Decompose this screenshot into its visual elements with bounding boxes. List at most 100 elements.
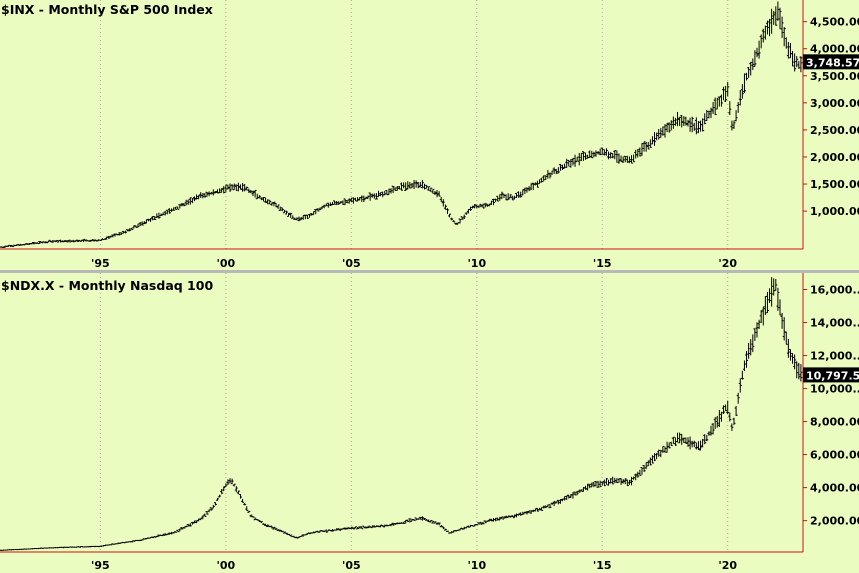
ndx-price-bar <box>797 362 801 380</box>
ndx-price-bar <box>393 523 397 525</box>
ndx-price-bar <box>366 525 370 529</box>
ndx-plot-area[interactable] <box>0 273 803 552</box>
ndx-price-bar <box>571 492 575 499</box>
sp500-price-bar <box>448 213 452 218</box>
sp500-price-bar <box>437 191 441 197</box>
ndx-chart-title: $NDX.X - Monthly Nasdaq 100 <box>1 278 213 293</box>
ndx-price-bar <box>176 529 180 533</box>
ndx-price-bar <box>533 508 537 512</box>
sp500-y-tick-label: 1,000.00 <box>810 205 859 218</box>
ndx-price-bar <box>295 536 299 539</box>
ndx-price-bar <box>711 423 715 435</box>
sp500-price-bar <box>341 200 345 205</box>
ndx-panel: 2,000.00 4,000.00 6,000.00 8,000.00 10,000..… <box>0 273 859 572</box>
ndx-price-bar <box>579 489 583 492</box>
sp500-price-bar <box>282 209 286 214</box>
sp500-price-bar <box>284 210 288 215</box>
sp500-price-bar <box>228 183 232 192</box>
ndx-price-bar <box>780 313 784 329</box>
sp500-price-bar <box>180 203 184 207</box>
ndx-price-bar <box>236 490 240 495</box>
sp500-y-tick-label: 2,500.00 <box>810 124 859 137</box>
ndx-last-value-badge: 10,797.55 <box>803 367 859 383</box>
sp500-price-bar <box>678 116 682 126</box>
ndx-price-bar <box>510 515 514 518</box>
ndx-price-bar <box>192 520 196 524</box>
ndx-price-bar <box>418 516 422 520</box>
ndx-price-bar <box>351 527 355 530</box>
sp500-price-bar <box>431 188 435 194</box>
sp500-price-bar <box>795 56 799 68</box>
sp500-price-bar <box>791 50 795 67</box>
sp500-price-bar <box>272 201 276 207</box>
ndx-price-bar <box>431 520 435 524</box>
ndx-price-bar <box>303 534 307 536</box>
ndx-price-bar <box>642 465 646 472</box>
ndx-price-bar <box>527 510 531 514</box>
panel-separator[interactable] <box>0 270 859 273</box>
ndx-price-bar <box>289 534 293 537</box>
sp500-price-bar <box>46 240 50 244</box>
sp500-price-bar <box>172 207 176 211</box>
sp500-price-bar <box>753 50 757 67</box>
ndx-price-bar <box>215 497 219 501</box>
sp500-x-tick-label: '15 <box>593 257 612 270</box>
ndx-price-bar <box>573 491 577 496</box>
sp500-price-bar <box>63 239 67 242</box>
sp500-price-bar <box>182 203 186 207</box>
ndx-price-bar <box>293 536 297 539</box>
sp500-price-bar <box>623 155 627 163</box>
sp500-price-bar <box>600 147 604 155</box>
ndx-price-bar <box>489 518 493 522</box>
ndx-price-bar <box>266 524 270 528</box>
sp500-price-bar <box>745 72 749 81</box>
ndx-price-bar <box>740 370 744 380</box>
sp500-price-bar <box>615 150 619 163</box>
ndx-price-bar <box>220 489 224 495</box>
sp500-price-bar <box>786 41 790 59</box>
ndx-price-bar <box>356 527 360 530</box>
ndx-price-bar <box>381 525 385 527</box>
ndx-price-bar <box>761 306 765 326</box>
ndx-price-bar <box>611 476 615 485</box>
ndx-price-bar <box>238 493 242 499</box>
ndx-x-tick-label: '95 <box>91 559 110 572</box>
sp500-price-bar <box>90 239 94 242</box>
ndx-price-bar <box>594 481 598 487</box>
ndx-last-value-bg <box>803 367 859 383</box>
ndx-price-bar <box>307 532 311 535</box>
ndx-price-bar <box>577 489 581 493</box>
sp500-price-bar <box>349 197 353 203</box>
ndx-price-bar <box>477 522 481 525</box>
sp500-price-bar <box>203 193 207 198</box>
ndx-price-bar <box>251 516 255 518</box>
ndx-price-bar <box>264 523 268 527</box>
ndx-price-bar <box>284 532 288 535</box>
sp500-price-bar <box>676 111 680 127</box>
ndx-price-bar <box>435 522 439 525</box>
ndx-price-bar <box>232 483 236 487</box>
ndx-price-bar <box>77 546 81 548</box>
sp500-price-bar <box>577 152 581 166</box>
ndx-price-bar <box>646 460 650 467</box>
ndx-price-bar <box>713 417 717 429</box>
sp500-price-bar <box>312 210 316 216</box>
ndx-price-bar <box>707 431 711 436</box>
sp500-price-bar <box>54 239 58 243</box>
sp500-price-bar <box>711 101 715 114</box>
ndx-price-bar <box>523 511 527 514</box>
sp500-plot-area[interactable] <box>0 0 803 249</box>
sp500-price-bar <box>270 202 274 206</box>
sp500-price-bar <box>232 183 236 191</box>
ndx-price-bar <box>753 328 757 341</box>
sp500-price-bar <box>230 184 234 190</box>
sp500-price-bar <box>529 183 533 191</box>
ndx-price-bar <box>590 482 594 488</box>
ndx-price-bar <box>600 481 604 486</box>
sp500-price-bar <box>52 240 56 242</box>
sp500-price-bar <box>98 239 102 241</box>
sp500-price-bar <box>324 203 328 207</box>
sp500-price-bar <box>460 216 464 220</box>
sp500-price-bar <box>561 164 565 170</box>
ndx-y-tick-label: 14,000.... <box>810 317 859 330</box>
